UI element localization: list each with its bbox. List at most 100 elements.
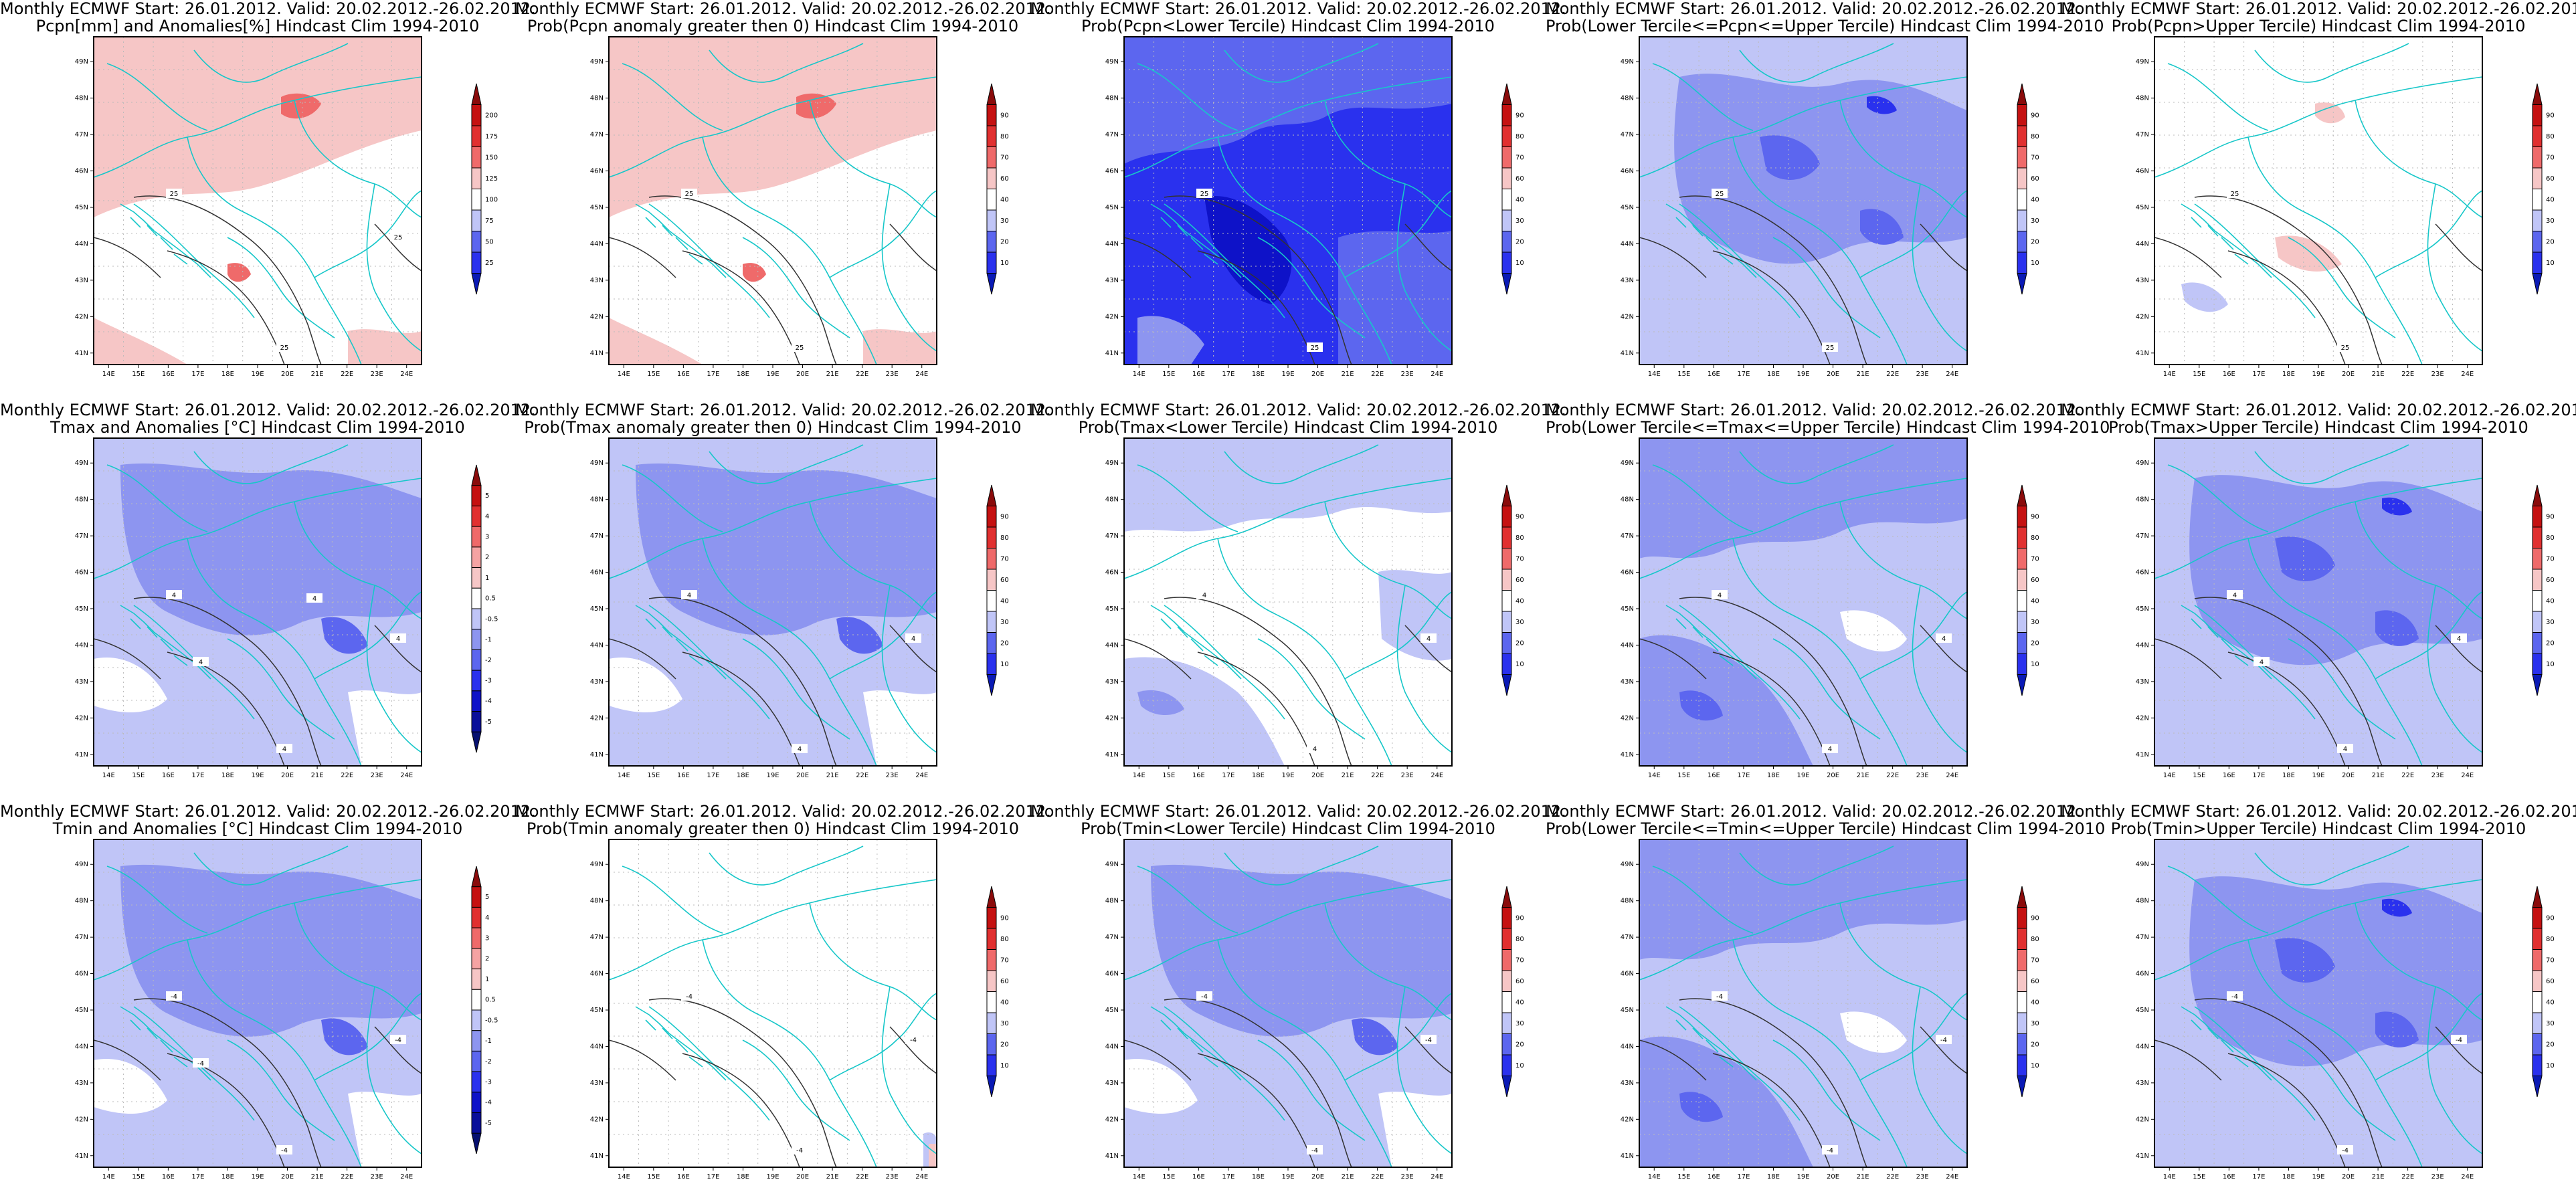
contour-label: -4 <box>686 993 693 1001</box>
colorbar-tick-label: 80 <box>2546 534 2555 542</box>
border-line <box>709 845 864 886</box>
lat-tick-label: 45N <box>1621 605 1634 613</box>
contour-label: 4 <box>2260 659 2264 666</box>
colorbar-tick-label: 3 <box>485 534 489 541</box>
colorbar-tick-label: 20 <box>1000 639 1009 647</box>
coastline <box>2191 217 2249 265</box>
contour-line <box>1639 638 1707 680</box>
lon-tick-label: 22E <box>1886 371 1899 378</box>
lat-tick-label: 42N <box>75 1116 88 1123</box>
colorbar-band <box>471 209 482 231</box>
lat-tick-label: 46N <box>1621 569 1634 577</box>
lon-tick-label: 24E <box>1431 371 1443 378</box>
panel-title-line2: Prob(Lower Tercile<=Tmin<=Upper Tercile)… <box>1546 819 2106 838</box>
contour-label: 4 <box>396 635 400 643</box>
lon-tick-label: 18E <box>221 772 234 779</box>
lat-tick-label: 47N <box>590 131 604 138</box>
lon-tick-label: 16E <box>1192 371 1205 378</box>
anomaly-shading <box>636 463 937 635</box>
lat-tick-label: 43N <box>590 277 604 284</box>
lat-tick-label: 46N <box>590 569 604 577</box>
border-line <box>1124 478 1452 579</box>
lat-tick-label: 44N <box>1621 641 1634 649</box>
border-line <box>106 866 208 934</box>
contour-line <box>133 597 322 766</box>
lon-tick-label: 15E <box>647 772 660 779</box>
panel-title-line2: Prob(Lower Tercile<=Pcpn<=Upper Tercile)… <box>1546 17 2104 35</box>
colorbar-tick-label: 100 <box>485 196 498 203</box>
colorbar-tick-label: 80 <box>1000 133 1009 140</box>
contour-label: 4 <box>172 592 176 599</box>
border-line <box>2427 986 2482 1155</box>
colorbar-band <box>2017 167 2027 189</box>
panel-title-line2: Prob(Tmin<Lower Tercile) Hindcast Clim 1… <box>1081 819 1495 838</box>
contour-line <box>94 638 161 680</box>
colorbar-band <box>471 231 482 253</box>
map-area: -4 -4 -4 14E 15E 16E 17E 18E 19E 20E 21E 22E 23E 24E 4… <box>1621 839 1968 1181</box>
coastline <box>1160 217 1218 265</box>
contour-line <box>1197 1053 1315 1167</box>
border-line <box>1224 444 1379 484</box>
border-line <box>609 478 937 579</box>
lon-tick-label: 15E <box>2193 1173 2205 1181</box>
lat-tick-label: 45N <box>1105 1007 1119 1014</box>
contour-label: 4 <box>2343 746 2347 753</box>
lat-tick-label: 43N <box>75 678 88 686</box>
anomaly-shading <box>321 1018 368 1056</box>
anomaly-shading <box>1338 231 1452 365</box>
contour-line <box>2227 1053 2346 1167</box>
colorbar-tick-label: 40 <box>2031 999 2039 1006</box>
border-line <box>1164 203 1285 318</box>
colorbar-tick-label: 10 <box>2031 260 2039 267</box>
lon-tick-label: 24E <box>1946 772 1958 779</box>
colorbar: 90 80 70 60 40 30 20 10 <box>1501 886 1524 1098</box>
anomaly-shading <box>609 658 682 712</box>
colorbar-band <box>2532 167 2543 189</box>
contour-line <box>1712 1053 1831 1167</box>
colorbar-tick-label: 80 <box>2031 133 2039 140</box>
contour-line <box>1124 237 1192 278</box>
coastline <box>130 1019 188 1068</box>
contour-line <box>2435 1026 2482 1074</box>
coastline <box>1160 1019 1218 1068</box>
contour-label-box <box>166 991 182 1001</box>
lon-tick-label: 18E <box>1767 1173 1780 1181</box>
border-line <box>2375 993 2482 1081</box>
anomaly-shading <box>609 318 703 365</box>
border-line <box>1732 538 1908 766</box>
colorbar-tick-label: 30 <box>2031 1020 2039 1027</box>
colorbar-band <box>2017 674 2027 696</box>
colorbar-band <box>2017 146 2027 169</box>
lon-tick-label: 21E <box>1857 1173 1869 1181</box>
lon-tick-label: 20E <box>2342 1173 2355 1181</box>
contour-line <box>1164 998 1352 1167</box>
contour-label: 25 <box>2231 191 2239 198</box>
lon-tick-label: 18E <box>221 1173 234 1181</box>
colorbar-band <box>2017 949 2027 971</box>
colorbar-tick-label: 90 <box>2546 112 2555 119</box>
border-line <box>1217 136 1392 365</box>
colorbar-band <box>471 146 482 169</box>
border-line <box>742 237 850 338</box>
contour-line <box>1712 651 1831 766</box>
border-line <box>193 845 349 886</box>
border-line <box>1257 1039 1366 1141</box>
contour-line <box>648 597 837 766</box>
map-svg: 25 25 14E 15E 16E 17E 18E 19E 20E 21E 22E 23E 24E 49N… <box>1105 36 1524 378</box>
colorbar-band <box>2532 928 2543 950</box>
contour-line <box>889 625 937 673</box>
colorbar-band <box>2017 1076 2027 1098</box>
colorbar-band <box>471 969 482 990</box>
contour-line <box>1164 597 1352 766</box>
panel-title-line1: Monthly ECMWF Start: 26.01.2012. Valid: … <box>1030 802 1566 821</box>
colorbar-band <box>1501 83 1512 105</box>
coastline <box>1665 203 1757 278</box>
border-line <box>366 585 422 753</box>
contour-label: 25 <box>1826 344 1835 352</box>
lat-tick-label: 47N <box>75 532 88 540</box>
contour-label: 25 <box>796 344 804 352</box>
border-line <box>2427 183 2482 352</box>
lon-tick-label: 17E <box>1737 1173 1750 1181</box>
colorbar-band <box>471 1092 482 1114</box>
colorbar-band <box>471 1112 482 1134</box>
